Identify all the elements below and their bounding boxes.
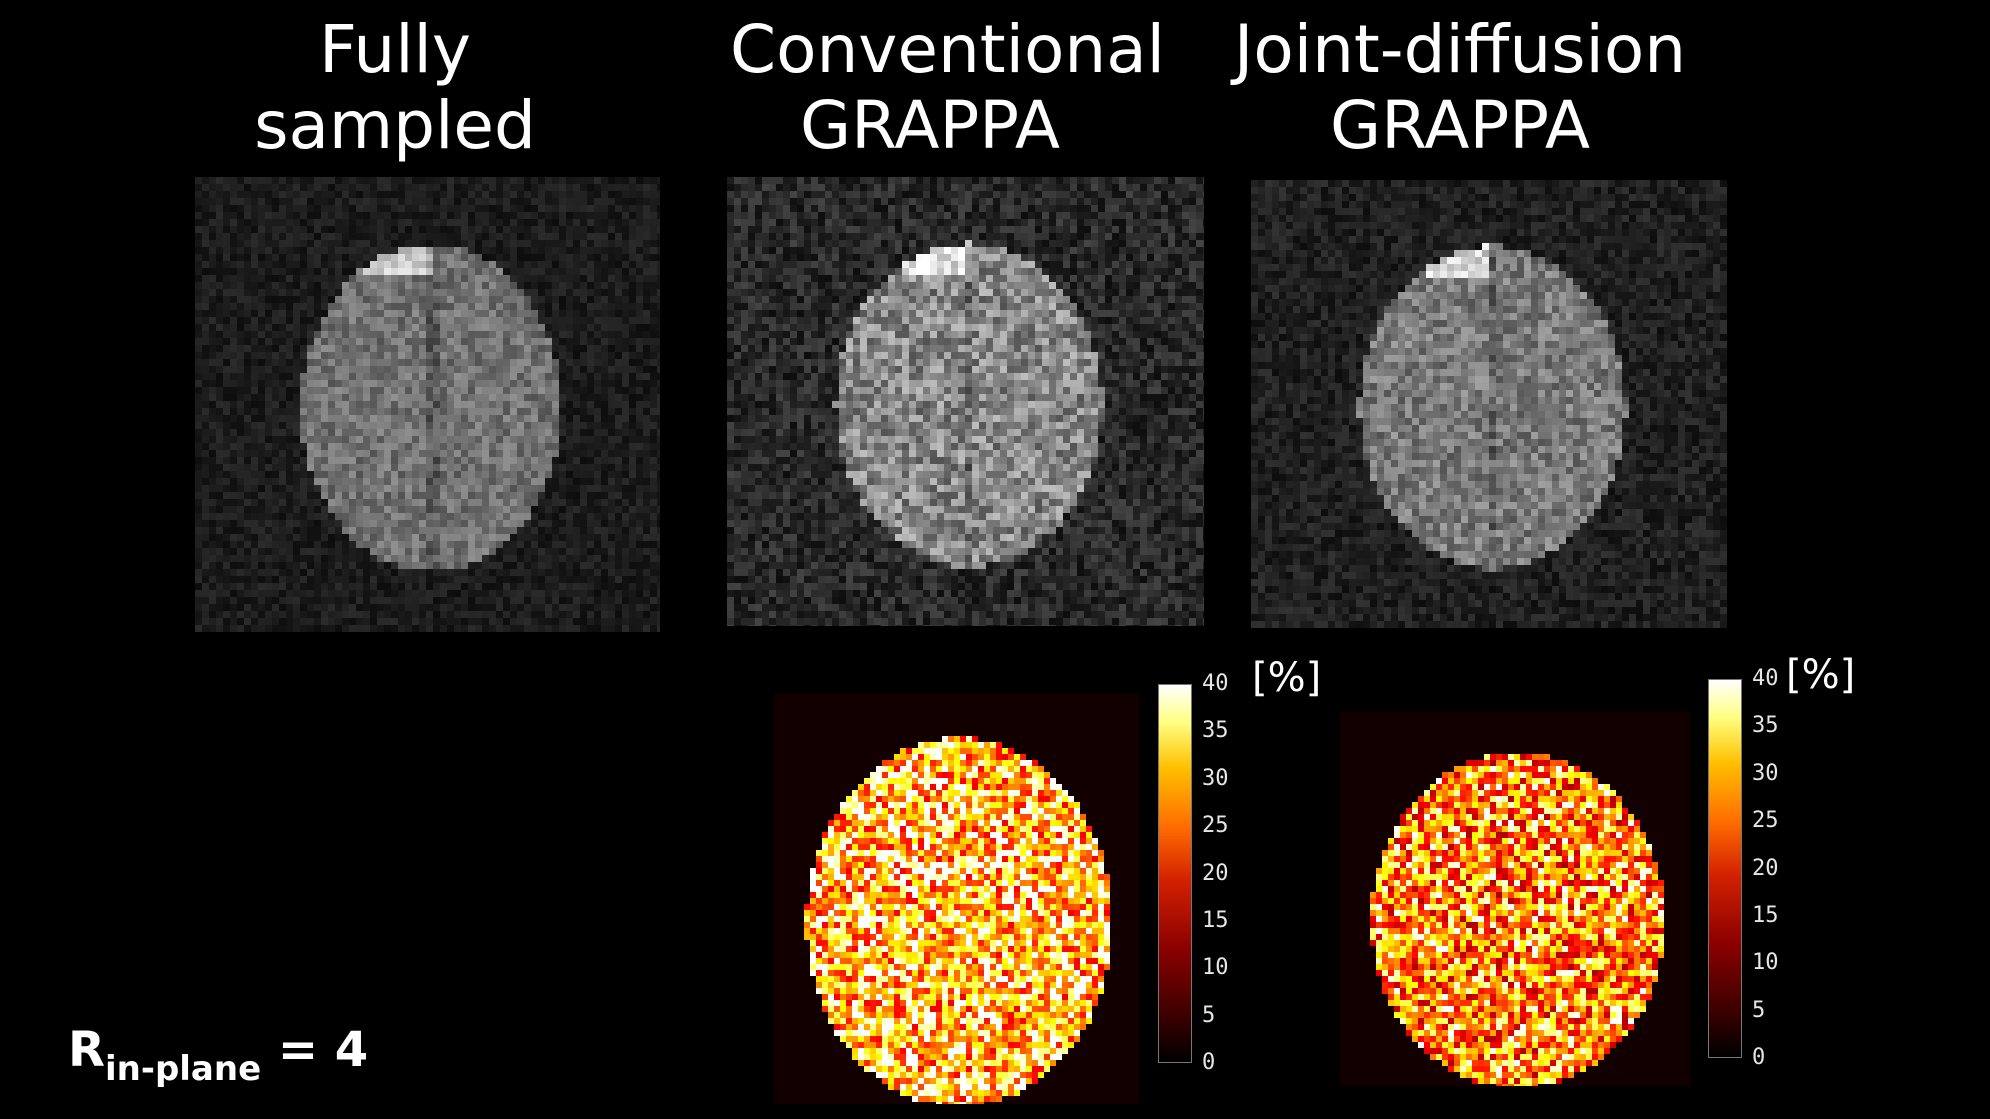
acceleration-value: = 4 bbox=[277, 1022, 369, 1078]
brain-image bbox=[1251, 180, 1727, 628]
colorbar-conventional bbox=[1158, 684, 1192, 1063]
title-line: Fully bbox=[319, 11, 471, 88]
colorbar-tick-label: 25 bbox=[1202, 813, 1229, 839]
title-line: Conventional bbox=[730, 11, 1165, 88]
error-map-image bbox=[1370, 754, 1664, 1086]
colorbar-tick-label: 0 bbox=[1752, 1045, 1766, 1070]
colorbar-unit: [%] bbox=[1786, 652, 1856, 698]
acceleration-base: R bbox=[68, 1022, 105, 1078]
brain-image bbox=[195, 177, 660, 632]
colorbar-tick-label: 10 bbox=[1202, 955, 1229, 981]
colorbar-tick-label: 15 bbox=[1202, 907, 1229, 933]
title-joint-diffusion-grappa: Joint-diffusion GRAPPA bbox=[1210, 12, 1710, 164]
colorbar-joint-diffusion bbox=[1708, 679, 1742, 1058]
colorbar-tick-label: 35 bbox=[1202, 718, 1229, 744]
colorbar-tick-label: 30 bbox=[1202, 765, 1229, 791]
title-conventional-grappa: Conventional GRAPPA bbox=[730, 11, 1165, 164]
error-map-image bbox=[804, 736, 1110, 1104]
colorbar-tick-label: 40 bbox=[1202, 671, 1229, 696]
colorbar-tick-label: 5 bbox=[1202, 1002, 1216, 1028]
colorbar-tick-label: 15 bbox=[1752, 902, 1779, 928]
mri-image-fully-sampled bbox=[195, 177, 660, 632]
colorbar-tick-label: 0 bbox=[1202, 1050, 1216, 1075]
mri-image-conventional-grappa bbox=[727, 177, 1204, 626]
colorbar-unit: [%] bbox=[1252, 655, 1322, 701]
title-line: GRAPPA bbox=[1329, 87, 1590, 164]
error-map-joint-diffusion-grappa bbox=[1340, 712, 1690, 1086]
acceleration-factor-label: Rin-plane = 4 bbox=[68, 1022, 368, 1089]
title-line: GRAPPA bbox=[799, 87, 1060, 164]
colorbar-tick-label: 35 bbox=[1752, 713, 1779, 739]
title-fully-sampled: Fully sampled bbox=[195, 12, 595, 164]
colorbar-tick-label: 10 bbox=[1752, 950, 1779, 976]
acceleration-subscript: in-plane bbox=[104, 1049, 262, 1089]
brain-image bbox=[727, 177, 1204, 626]
colorbar-tick-label: 30 bbox=[1752, 760, 1779, 786]
colorbar-tick-label: 20 bbox=[1202, 860, 1229, 886]
title-line: sampled bbox=[254, 87, 536, 164]
mri-image-joint-diffusion-grappa bbox=[1251, 180, 1727, 628]
colorbar-tick-label: 5 bbox=[1752, 997, 1766, 1023]
colorbar-tick-label: 20 bbox=[1752, 855, 1779, 881]
colorbar-tick-label: 40 bbox=[1752, 666, 1779, 691]
error-map-conventional-grappa bbox=[774, 694, 1139, 1104]
colorbar-tick-label: 25 bbox=[1752, 808, 1779, 834]
title-line: Joint-diffusion bbox=[1233, 11, 1687, 88]
